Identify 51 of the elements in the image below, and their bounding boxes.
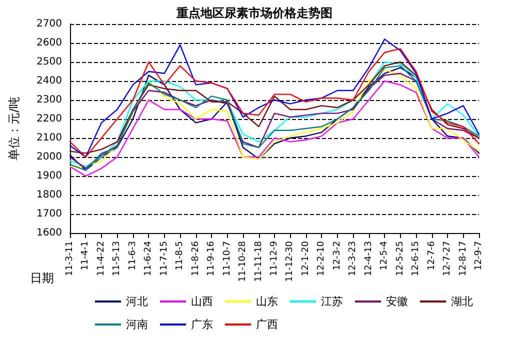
x-tick-label: 12-7-6 (426, 240, 437, 270)
y-tick-label: 2300 (36, 94, 62, 106)
y-tick-label: 2400 (36, 76, 62, 86)
x-tick-label: 11-3-11 (65, 241, 75, 276)
legend-label: 山东 (256, 295, 278, 308)
y-tick-label: 2500 (36, 56, 62, 68)
y-tick-label: 2700 (36, 18, 62, 30)
x-tick-label: 11-4-22 (96, 241, 106, 276)
x-tick-label: 12-7-27 (442, 241, 453, 276)
legend-label: 江苏 (321, 295, 343, 308)
y-tick-label: 2000 (36, 152, 62, 162)
legend-label: 山西 (191, 295, 213, 308)
x-tick-label: 11-10-7 (222, 241, 232, 276)
legend-label: 河北 (126, 295, 148, 308)
x-tick-label: 11-8-26 (190, 240, 201, 276)
x-tick-label: 12-8-17 (458, 241, 468, 276)
x-axis-title: 日期 (30, 271, 54, 285)
y-tick-label: 1600 (36, 228, 62, 238)
x-tick-label: 12-3-23 (348, 241, 358, 276)
x-tick-label: 11-8-5 (175, 241, 186, 270)
y-tick-label: 2600 (36, 38, 62, 48)
y-tick-label: 1700 (36, 208, 62, 220)
x-tick-label: 11-7-15 (159, 241, 170, 276)
legend-label: 安徽 (386, 295, 408, 308)
x-tick-label: 12-3-2 (332, 241, 342, 270)
legend-label: 湖北 (451, 295, 473, 308)
x-tick-label: 11-6-3 (128, 241, 138, 270)
legend-label: 广东 (191, 318, 213, 331)
x-tick-label: 12-6-15 (411, 241, 422, 276)
y-axis-title: 单位：元/吨 (7, 96, 21, 161)
x-tick-label: 11-4-1 (80, 241, 91, 270)
x-tick-label: 11-9-16 (206, 240, 217, 276)
x-tick-label: 12-5-25 (395, 241, 406, 276)
x-tick-label: 11-6-24 (144, 240, 154, 276)
legend-label: 河南 (126, 318, 148, 331)
x-tick-label: 12-4-13 (364, 241, 374, 276)
x-tick-label: 12-9-7 (474, 241, 484, 270)
chart-title: 重点地区尿素市场价格走势图 (176, 6, 332, 20)
x-tick-label: 12-5-4 (380, 240, 390, 270)
x-tick-label: 12-2-10 (316, 240, 327, 276)
x-tick-label: 12-1-20 (300, 240, 311, 276)
x-tick-label: 11-11-18 (254, 240, 264, 282)
y-tick-label: 1800 (36, 190, 62, 200)
x-tick-label: 11-5-13 (112, 241, 122, 276)
y-tick-label: 2200 (36, 114, 62, 124)
x-tick-label: 11-12-30 (285, 240, 296, 282)
x-tick-label: 11-10-28 (238, 240, 248, 282)
legend-label: 广西 (256, 318, 278, 331)
y-tick-label: 2100 (36, 132, 62, 144)
x-tick-label: 11-12-9 (270, 240, 280, 276)
y-tick-label: 1900 (36, 170, 62, 182)
